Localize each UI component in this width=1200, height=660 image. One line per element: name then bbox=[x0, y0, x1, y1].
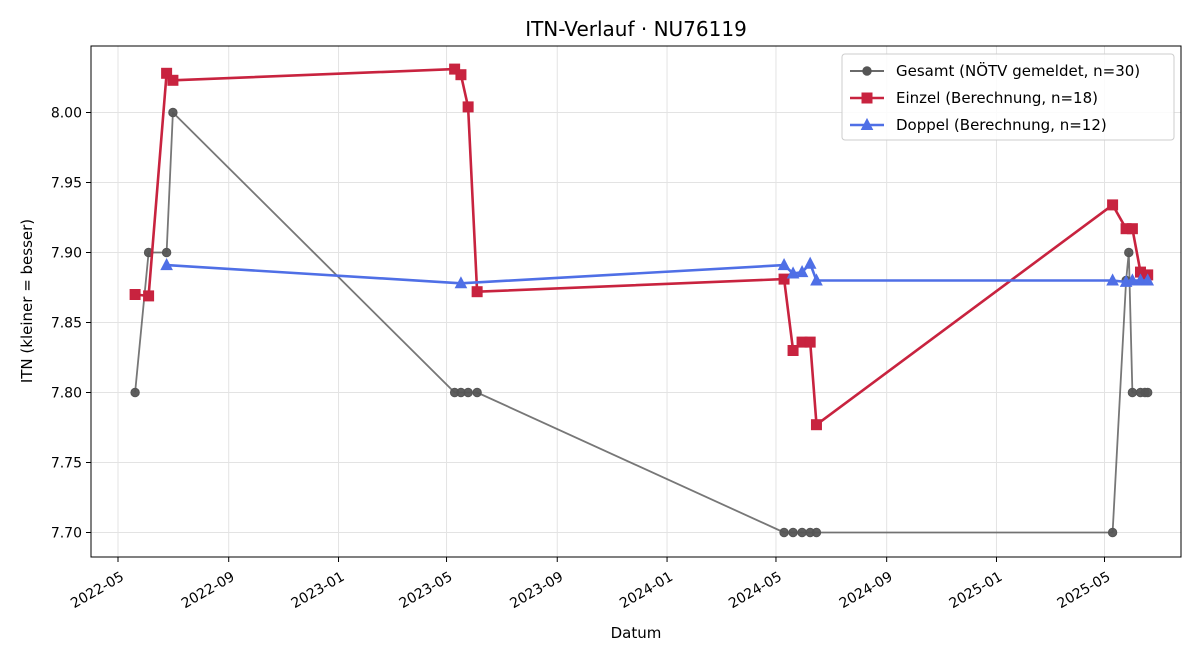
data-point-einzel bbox=[804, 336, 816, 348]
legend-entry-gesamt: Gesamt (NÖTV gemeldet, n=30) bbox=[850, 61, 1140, 80]
legend-label: Einzel (Berechnung, n=18) bbox=[896, 89, 1098, 107]
data-point-einzel bbox=[462, 101, 474, 113]
data-point-doppel bbox=[810, 273, 823, 286]
data-point-gesamt bbox=[811, 527, 822, 538]
series-doppel bbox=[160, 256, 1155, 289]
y-axis-ticks: 7.70 7.75 7.80 7.85 7.90 7.95 8.00 bbox=[51, 106, 91, 542]
data-point-einzel bbox=[787, 345, 799, 356]
data-point-gesamt bbox=[779, 527, 789, 538]
legend-label: Gesamt (NÖTV gemeldet, n=30) bbox=[896, 61, 1140, 80]
data-point-gesamt bbox=[1107, 527, 1118, 538]
plot-frame bbox=[90, 45, 1182, 558]
series-layer bbox=[129, 63, 1155, 538]
data-point-einzel bbox=[471, 286, 483, 298]
data-point-einzel bbox=[455, 69, 467, 81]
series-einzel bbox=[129, 63, 1154, 431]
chart-title: ITN-Verlauf · NU76119 bbox=[525, 17, 747, 41]
y-tick-label: 7.95 bbox=[51, 176, 82, 192]
data-point-gesamt bbox=[1127, 387, 1138, 398]
data-point-einzel bbox=[1126, 223, 1138, 235]
data-point-einzel bbox=[167, 74, 179, 86]
y-tick-label: 7.75 bbox=[51, 456, 82, 472]
legend-marker bbox=[861, 92, 873, 104]
data-point-einzel bbox=[778, 273, 790, 285]
y-tick-label: 7.85 bbox=[51, 316, 82, 332]
data-point-gesamt bbox=[1124, 247, 1134, 258]
data-point-einzel bbox=[143, 290, 155, 302]
data-point-doppel bbox=[795, 265, 809, 278]
data-point-gesamt bbox=[1142, 387, 1153, 398]
data-point-einzel bbox=[129, 289, 141, 300]
data-point-einzel bbox=[161, 67, 173, 79]
data-point-doppel bbox=[786, 266, 800, 279]
y-axis-label: ITN (kleiner = besser) bbox=[18, 219, 36, 383]
data-point-doppel bbox=[803, 256, 817, 269]
legend-marker bbox=[860, 117, 874, 130]
data-point-einzel bbox=[810, 419, 822, 431]
y-tick-label: 7.80 bbox=[51, 386, 82, 402]
data-point-doppel bbox=[1126, 273, 1139, 286]
data-point-einzel bbox=[1107, 199, 1119, 211]
legend-box bbox=[841, 53, 1175, 141]
data-point-einzel bbox=[449, 63, 461, 75]
data-point-doppel bbox=[454, 276, 468, 289]
data-point-gesamt bbox=[788, 527, 798, 538]
y-tick-label: 7.90 bbox=[51, 246, 82, 262]
y-tick-label: 8.00 bbox=[51, 106, 82, 122]
series-gesamt bbox=[130, 107, 1153, 538]
data-point-doppel bbox=[160, 258, 173, 271]
data-point-gesamt bbox=[472, 387, 482, 398]
legend-marker bbox=[862, 66, 872, 76]
data-point-doppel bbox=[777, 258, 791, 271]
data-point-gesamt bbox=[161, 247, 172, 258]
data-point-gesamt bbox=[168, 107, 178, 118]
data-point-gesamt bbox=[797, 527, 807, 538]
y-tick-label: 7.70 bbox=[51, 526, 82, 542]
data-point-doppel bbox=[1141, 273, 1155, 286]
legend-label: Doppel (Berechnung, n=12) bbox=[896, 116, 1107, 134]
legend: Gesamt (NÖTV gemeldet, n=30) Einzel (Bere… bbox=[841, 53, 1175, 141]
x-axis-label: Datum bbox=[611, 624, 662, 642]
data-point-gesamt bbox=[130, 387, 140, 398]
data-point-doppel bbox=[1106, 273, 1119, 286]
legend-entry-doppel: Doppel (Berechnung, n=12) bbox=[850, 116, 1107, 134]
data-point-gesamt bbox=[463, 387, 473, 398]
legend-entry-einzel: Einzel (Berechnung, n=18) bbox=[850, 89, 1098, 107]
